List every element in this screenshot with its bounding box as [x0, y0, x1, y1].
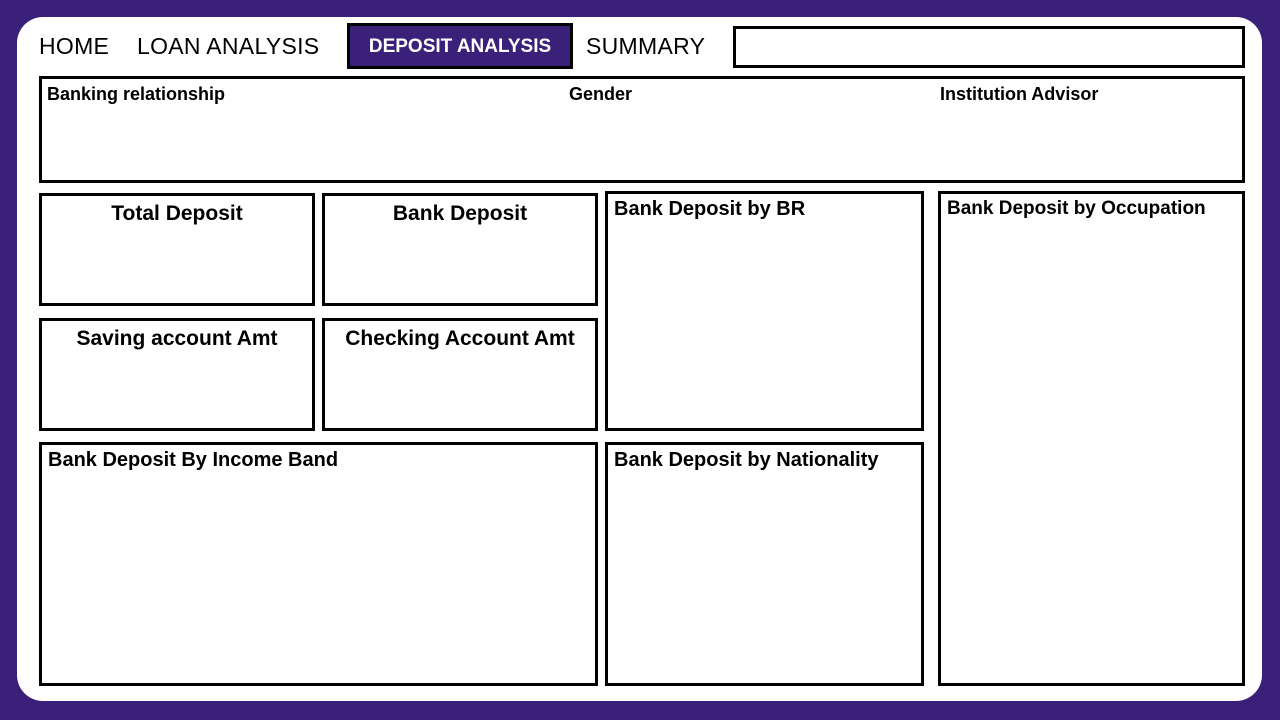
kpi-title: Bank Deposit	[392, 202, 528, 225]
chart-panel-by-income-band: Bank Deposit By Income Band	[39, 442, 598, 686]
chart-panel-by-br: Bank Deposit by BR	[605, 191, 924, 431]
chart-title: Bank Deposit by Occupation	[947, 198, 1206, 219]
nav-loan-analysis[interactable]: LOAN ANALYSIS	[137, 33, 320, 59]
kpi-card-saving-account: Saving account Amt	[39, 318, 315, 431]
filter-banking-relationship[interactable]: Banking relationship	[47, 84, 226, 104]
chart-panel-by-occupation: Bank Deposit by Occupation	[938, 191, 1245, 686]
chart-panel-by-nationality: Bank Deposit by Nationality	[605, 442, 924, 686]
nav-home[interactable]: HOME	[39, 33, 110, 59]
kpi-card-checking-account: Checking Account Amt	[322, 318, 598, 431]
header-input-box[interactable]	[733, 26, 1245, 68]
kpi-title: Saving account Amt	[76, 327, 278, 350]
filter-gender[interactable]: Gender	[569, 84, 633, 104]
nav-summary[interactable]: SUMMARY	[586, 33, 706, 59]
kpi-title: Checking Account Amt	[345, 327, 575, 350]
chart-title: Bank Deposit By Income Band	[48, 449, 339, 471]
filter-institution-advisor[interactable]: Institution Advisor	[940, 84, 1099, 104]
chart-title: Bank Deposit by Nationality	[614, 449, 879, 471]
kpi-title: Total Deposit	[111, 202, 243, 225]
filter-panel: Banking relationship Gender Institution …	[39, 76, 1245, 183]
kpi-card-bank-deposit: Bank Deposit	[322, 193, 598, 306]
chart-title: Bank Deposit by BR	[614, 198, 806, 220]
kpi-card-total-deposit: Total Deposit	[39, 193, 315, 306]
nav-deposit-analysis[interactable]: DEPOSIT ANALYSIS	[347, 23, 573, 69]
